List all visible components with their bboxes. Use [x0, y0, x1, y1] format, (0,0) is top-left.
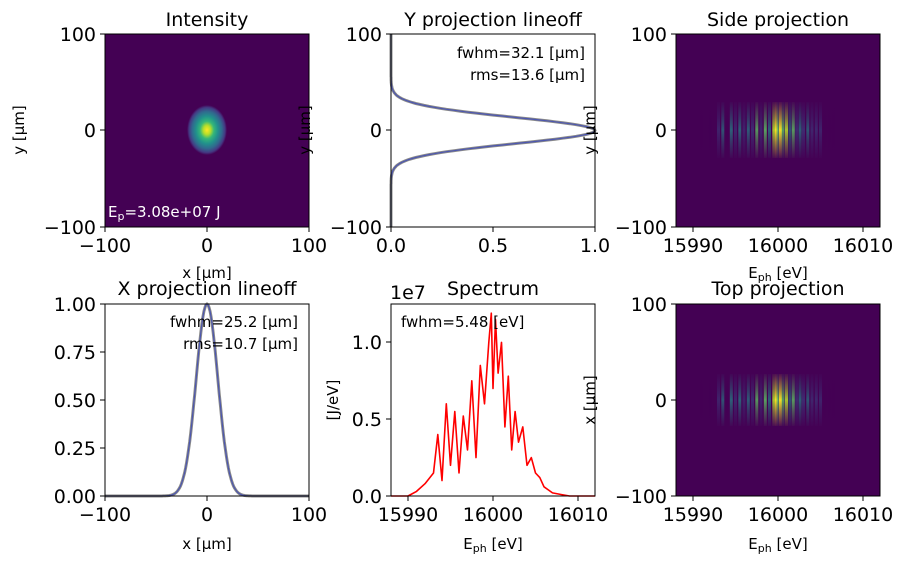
y-lineoff-rms: rms=13.6 [μm] [470, 66, 585, 84]
spectrum-line [391, 312, 595, 497]
top-projection-ytick-label: 0 [655, 390, 667, 412]
intensity-ytick-label: −100 [44, 217, 96, 239]
side-projection-ytick-label: 0 [655, 120, 667, 142]
y-lineoff-xtick-label: 0.5 [478, 235, 508, 257]
spectrum-ytick-label: 0.5 [352, 409, 382, 431]
panel-y-lineoff: Y projection lineoff 100 0 −100 0.0 0.5 … [296, 9, 610, 257]
spectrum-xtick-label: 16010 [548, 504, 608, 526]
top-projection-xtick-label: 16000 [748, 504, 808, 526]
spectrum-ytick-label: 1.0 [352, 332, 382, 354]
spectrum-xlabel: Eph [eV] [463, 535, 522, 555]
x-profile-line [105, 303, 309, 497]
panel-side-projection: Side projection 100 0 −100 15990 16000 1… [581, 9, 893, 284]
y-lineoff-xtick-label: 0.0 [376, 235, 406, 257]
spectrum-frame [390, 303, 596, 497]
y-lineoff-ytick-label: −100 [330, 217, 382, 239]
x-lineoff-fwhm: fwhm=25.2 [μm] [170, 313, 298, 331]
top-projection-x-ticks: 15990 16000 16010 [663, 496, 893, 526]
y-lineoff-x-ticks: 0.0 0.5 1.0 [376, 227, 610, 257]
spectrum-xtick-label: 16000 [463, 504, 523, 526]
x-lineoff-ytick-label: 0.25 [54, 438, 96, 460]
y-profile-line [390, 34, 596, 227]
intensity-xtick-label: 0 [201, 235, 213, 257]
x-lineoff-xlabel: x [μm] [182, 535, 232, 553]
x-lineoff-rms: rms=10.7 [μm] [183, 335, 298, 353]
side-projection-xtick-label: 16000 [748, 235, 808, 257]
y-lineoff-ytick-label: 100 [346, 24, 382, 46]
intensity-title: Intensity [166, 9, 249, 31]
intensity-energy-annotation: Ep=3.08e+07 J [108, 203, 221, 223]
y-lineoff-ylabel: y [μm] [296, 105, 314, 155]
x-lineoff-ytick-label: 0.75 [54, 342, 96, 364]
x-lineoff-y-ticks: 1.00 0.75 0.50 0.25 0.00 [54, 294, 105, 508]
side-projection-y-ticks: 100 0 −100 [615, 24, 676, 239]
top-projection-ytick-label: 100 [631, 294, 667, 316]
x-lineoff-ytick-label: 0.00 [54, 486, 96, 508]
side-projection-ytick-label: −100 [615, 217, 667, 239]
intensity-xtick-label: 100 [291, 235, 327, 257]
x-lineoff-title: X projection lineoff [118, 278, 298, 300]
spectrum-x-ticks: 15990 16000 16010 [378, 496, 608, 526]
intensity-x-ticks: −100 0 100 [79, 227, 327, 257]
spectrum-y-ticks: 1.0 0.5 0.0 [352, 332, 391, 508]
x-lineoff-x-ticks: −100 0 100 [79, 496, 327, 526]
side-projection-fade [676, 100, 880, 160]
intensity-ylabel: y [μm] [10, 105, 28, 155]
side-projection-xlabel: Eph [eV] [748, 264, 807, 284]
intensity-spot [187, 105, 227, 155]
side-projection-xtick-label: 15990 [663, 235, 723, 257]
y-lineoff-title: Y projection lineoff [403, 9, 582, 31]
side-projection-ytick-label: 100 [631, 24, 667, 46]
x-profile-line-gray [105, 302, 309, 498]
top-projection-y-ticks: 100 0 −100 [615, 294, 676, 508]
x-lineoff-xtick-label: 100 [291, 504, 327, 526]
x-lineoff-xtick-label: −100 [79, 504, 131, 526]
spectrum-fwhm: fwhm=5.48 [eV] [401, 313, 524, 331]
y-profile-line-gray [389, 34, 597, 227]
top-projection-xlabel: Eph [eV] [748, 535, 807, 555]
x-lineoff-ytick-label: 0.50 [54, 390, 96, 412]
side-projection-ylabel: y [μm] [581, 105, 599, 155]
panel-x-lineoff: X projection lineoff 1.00 0.75 0.50 0.25… [54, 278, 327, 553]
intensity-ytick-label: 100 [60, 24, 96, 46]
intensity-xlabel: x [μm] [182, 264, 232, 282]
y-lineoff-frame [390, 33, 596, 228]
side-projection-xtick-label: 16010 [833, 235, 893, 257]
panel-spectrum: Spectrum 1e7 1.0 0.5 0.0 15990 16000 160… [324, 278, 608, 555]
spectrum-ytick-label: 0.0 [352, 486, 382, 508]
spectrum-title: Spectrum [447, 278, 539, 300]
y-lineoff-xtick-label: 1.0 [580, 235, 610, 257]
x-lineoff-ytick-label: 1.00 [54, 294, 96, 316]
y-lineoff-fwhm: fwhm=32.1 [μm] [457, 44, 585, 62]
top-projection-xtick-label: 15990 [663, 504, 723, 526]
top-projection-xtick-label: 16010 [833, 504, 893, 526]
top-projection-ytick-label: −100 [615, 486, 667, 508]
panel-intensity: Intensity 100 0 −100 −100 0 100 x [μm] y… [10, 9, 327, 282]
side-projection-x-ticks: 15990 16000 16010 [663, 227, 893, 257]
intensity-ytick-label: 0 [84, 120, 96, 142]
spectrum-xtick-label: 15990 [378, 504, 438, 526]
intensity-xtick-label: −100 [79, 235, 131, 257]
y-lineoff-ytick-label: 0 [370, 120, 382, 142]
panel-top-projection: Top projection 100 0 −100 15990 16000 16… [581, 278, 893, 555]
x-lineoff-xtick-label: 0 [201, 504, 213, 526]
intensity-y-ticks: 100 0 −100 [44, 24, 105, 239]
top-projection-ylabel: x [μm] [581, 375, 599, 425]
spectrum-offset-text: 1e7 [390, 282, 426, 304]
y-lineoff-y-ticks: 100 0 −100 [330, 24, 391, 239]
spectrum-ylabel: [J/eV] [324, 380, 342, 421]
top-projection-title: Top projection [711, 278, 845, 300]
top-projection-fade [676, 372, 880, 428]
side-projection-title: Side projection [707, 9, 849, 31]
x-lineoff-frame [104, 303, 310, 497]
